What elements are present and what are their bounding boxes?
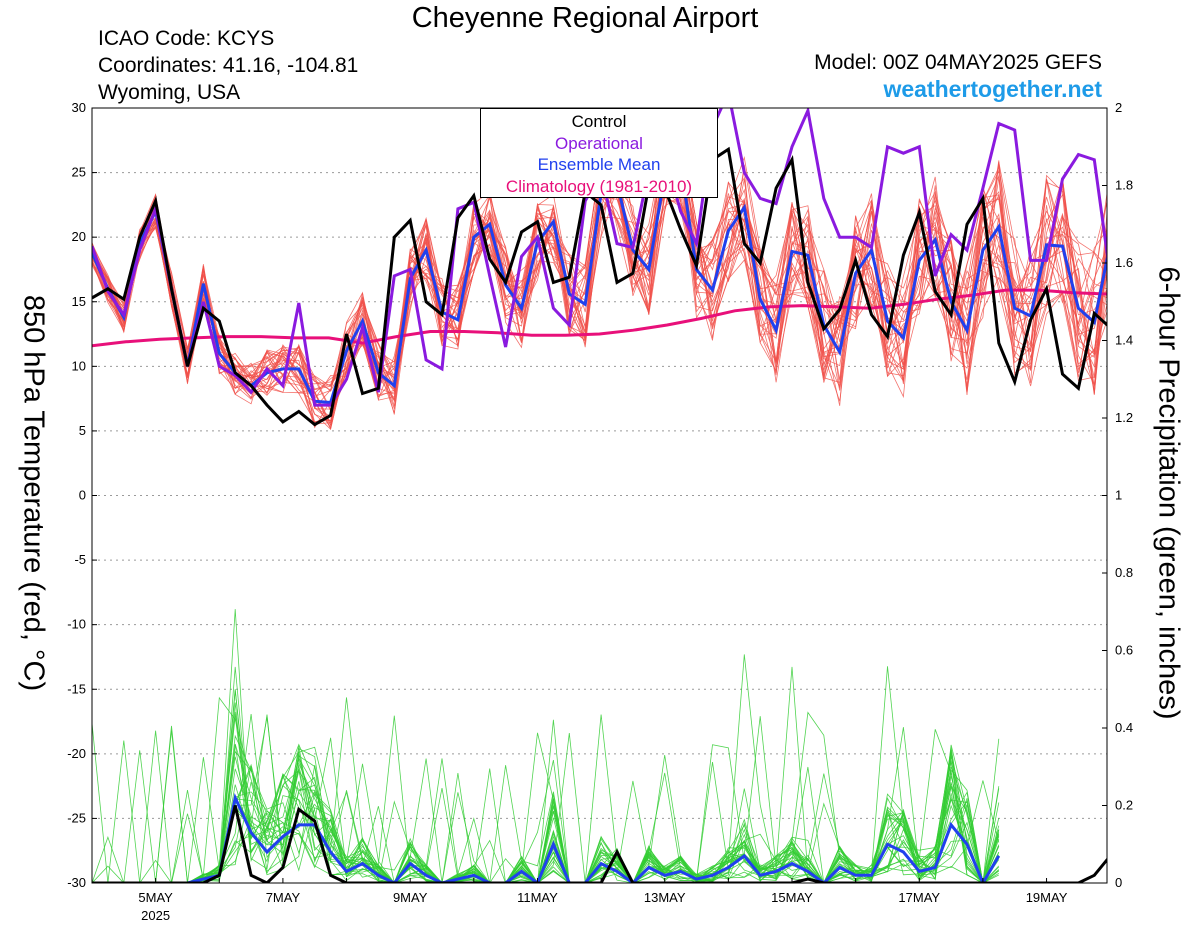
y-tick-label-right: 0 (1115, 875, 1122, 890)
x-tick-label: 17MAY (898, 890, 940, 905)
y-tick-label-right: 1.8 (1115, 178, 1133, 193)
precip-control-line (92, 805, 1107, 883)
coordinates: Coordinates: 41.16, -104.81 (98, 54, 359, 77)
precip-member-line (92, 666, 1000, 883)
x-tick-label: 7MAY (266, 890, 301, 905)
y-tick-label-left: -15 (67, 681, 86, 696)
y-tick-label-left: -10 (67, 617, 86, 632)
y-tick-label-left: 20 (72, 229, 86, 244)
icao-code: ICAO Code: KCYS (98, 27, 275, 50)
y-tick-label-right: 0.6 (1115, 643, 1133, 658)
x-tick-label: 15MAY (771, 890, 813, 905)
y-tick-label-right: 0.4 (1115, 720, 1133, 735)
y-tick-label-left: 30 (72, 100, 86, 115)
legend: Control Operational Ensemble Mean Climat… (480, 108, 718, 198)
y-tick-label-left: -30 (67, 875, 86, 890)
x-tick-year: 2025 (141, 908, 170, 923)
y-tick-label-right: 2 (1115, 100, 1122, 115)
chart-title: Cheyenne Regional Airport (411, 2, 759, 34)
y-tick-label-left: 5 (79, 423, 86, 438)
y-tick-label-left: -5 (74, 552, 86, 567)
axes: 302520151050-5-10-15-20-25-3021.81.61.41… (67, 100, 1133, 923)
region: Wyoming, USA (98, 81, 241, 104)
x-tick-label: 11MAY (517, 890, 558, 905)
y-tick-label-right: 1.4 (1115, 333, 1133, 348)
x-tick-label: 5MAY (138, 890, 173, 905)
x-tick-label: 19MAY (1026, 890, 1068, 905)
y-tick-label-left: 15 (72, 294, 86, 309)
y-tick-label-right: 1.6 (1115, 255, 1133, 270)
y-tick-label-right: 1.2 (1115, 410, 1133, 425)
precip-member-line (92, 733, 1000, 883)
x-tick-label: 9MAY (393, 890, 428, 905)
climatology-line (92, 288, 1107, 348)
y-tick-label-left: -20 (67, 746, 86, 761)
y-tick-label-left: 0 (79, 488, 86, 503)
model-run: Model: 00Z 04MAY2025 GEFS (814, 51, 1102, 74)
precip-member-line (92, 717, 1000, 883)
y-tick-label-left: 10 (72, 358, 86, 373)
precip-member-line (92, 719, 1000, 883)
precip-member-line (92, 730, 1000, 883)
precip-member-line (92, 765, 999, 883)
y-tick-label-right: 0.2 (1115, 798, 1133, 813)
y-tick-label-right: 1 (1115, 488, 1122, 503)
site-link[interactable]: weathertogether.net (883, 76, 1102, 102)
legend-operational: Operational (555, 133, 643, 153)
y-tick-label-left: -25 (67, 810, 86, 825)
x-tick-label: 13MAY (644, 890, 686, 905)
legend-climatology: Climatology (1981-2010) (505, 176, 693, 196)
legend-ensemble-mean: Ensemble Mean (537, 155, 661, 174)
legend-control: Control (571, 112, 627, 131)
precip-mean-line (92, 792, 1001, 883)
control-line (92, 146, 1107, 427)
y-tick-label-left: 25 (72, 165, 86, 180)
y-tick-label-right: 0.8 (1115, 565, 1133, 580)
